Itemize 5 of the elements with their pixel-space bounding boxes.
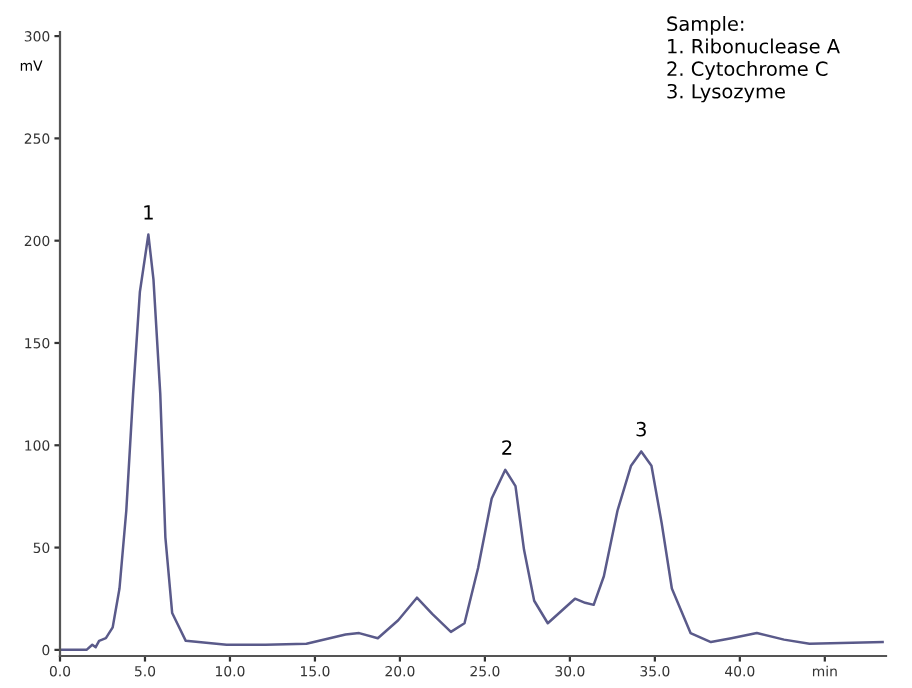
line-series [60,233,884,652]
annotation: Sample: 1. Ribonuclease A 2. Cytochrome C 3. Lysozyme [667,16,840,103]
annotation: 2 [502,440,512,455]
annotation: 1 [144,205,153,220]
annotation: 3 [636,421,646,437]
